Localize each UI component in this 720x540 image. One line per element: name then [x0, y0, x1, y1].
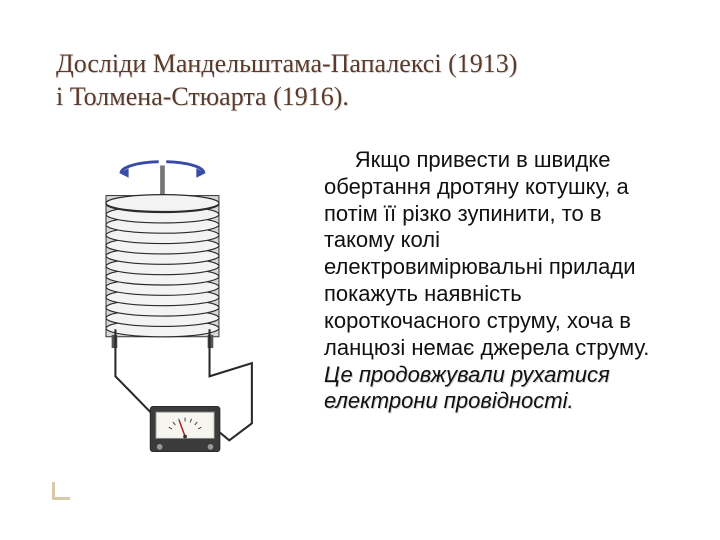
title-line-2: і Толмена-Стюарта (1916).	[56, 81, 664, 114]
figure-svg	[56, 141, 316, 461]
title-line-1: Досліди Мандельштама-Папалексі (1913)	[56, 48, 664, 81]
body-emphasis: Це продовжували рухатися електрони прові…	[324, 362, 610, 414]
corner-accent	[52, 482, 70, 500]
experiment-figure	[56, 141, 316, 461]
body-plain: Якщо привести в швидке обертання дротяну…	[324, 147, 649, 360]
slide-title: Досліди Мандельштама-Папалексі (1913) і …	[56, 48, 664, 113]
content-row: Якщо привести в швидке обертання дротяну…	[56, 141, 664, 461]
body-paragraph: Якщо привести в швидке обертання дротяну…	[324, 141, 664, 415]
